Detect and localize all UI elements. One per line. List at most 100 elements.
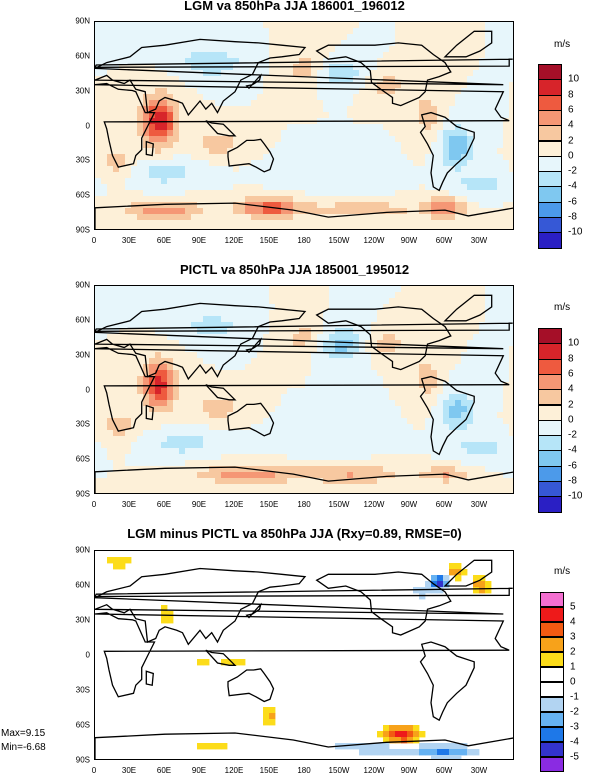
field-cell <box>347 124 354 131</box>
field-cell <box>107 472 114 479</box>
field-cell <box>365 154 372 161</box>
field-cell <box>113 460 120 467</box>
field-cell <box>413 484 420 491</box>
field-cell <box>155 22 162 29</box>
field-cell <box>365 490 372 493</box>
field-cell <box>467 190 474 197</box>
field-cell <box>257 94 264 101</box>
field-cell <box>101 400 108 407</box>
field-cell <box>497 430 504 437</box>
field-cell <box>191 142 198 149</box>
field-cell <box>425 358 432 365</box>
field-cell <box>293 358 300 365</box>
field-cell <box>503 376 510 383</box>
field-cell <box>317 340 324 347</box>
field-cell <box>359 430 366 437</box>
field-cell <box>389 46 396 53</box>
field-cell <box>101 304 108 311</box>
field-cell <box>293 436 300 443</box>
y-tick-label: 30N <box>75 86 90 96</box>
field-cell <box>197 220 204 227</box>
field-cell <box>131 442 138 449</box>
field-cell <box>221 466 228 473</box>
field-cell <box>467 388 474 395</box>
field-cell <box>305 472 312 479</box>
field-cell <box>293 100 300 107</box>
field-cell <box>137 226 144 229</box>
field-cell <box>335 478 342 485</box>
field-cell <box>119 58 126 65</box>
field-cell <box>197 106 204 113</box>
field-cell <box>455 448 462 455</box>
field-cell <box>329 394 336 401</box>
field-cell <box>353 310 360 317</box>
field-cell <box>113 394 120 401</box>
field-cell <box>401 394 408 401</box>
field-cell <box>239 406 246 413</box>
field-cell <box>269 190 276 197</box>
field-cell <box>425 466 432 473</box>
field-cell <box>155 394 162 401</box>
field-cell <box>131 40 138 47</box>
field-cell <box>131 166 138 173</box>
field-cell <box>413 340 420 347</box>
field-cell <box>329 442 336 449</box>
field-cell <box>131 214 138 221</box>
field-cell <box>443 298 450 305</box>
field-cell <box>365 40 372 47</box>
field-cell <box>155 304 162 311</box>
field-cell <box>449 454 456 461</box>
field-cell <box>491 226 498 229</box>
field-cell <box>113 190 120 197</box>
field-cell <box>239 226 246 229</box>
field-cell <box>311 364 318 371</box>
field-cell <box>467 478 474 485</box>
field-cell <box>389 310 396 317</box>
field-cell <box>407 484 414 491</box>
field-cell <box>323 160 330 167</box>
field-cell <box>443 388 450 395</box>
field-cell <box>173 316 180 323</box>
field-cell <box>467 184 474 191</box>
field-cell <box>431 478 438 485</box>
field-cell <box>287 472 294 479</box>
field-cell <box>479 334 486 341</box>
field-cell <box>347 22 354 29</box>
field-cell <box>191 76 198 83</box>
field-cell <box>149 220 156 227</box>
field-cell <box>305 142 312 149</box>
field-cell <box>311 334 318 341</box>
field-cell <box>485 106 492 113</box>
coastline <box>205 120 237 137</box>
field-cell <box>431 346 438 353</box>
field-cell <box>239 214 246 221</box>
x-tick-label: 90W <box>400 500 418 509</box>
field-cell <box>293 226 300 229</box>
field-cell <box>305 370 312 377</box>
field-cell <box>353 100 360 107</box>
field-cell <box>425 490 432 493</box>
field-cell <box>101 448 108 455</box>
field-cell <box>377 478 384 485</box>
field-cell <box>221 484 228 491</box>
field-cell <box>227 160 234 167</box>
field-cell <box>359 34 366 41</box>
field-cell <box>269 94 276 101</box>
field-cell <box>323 142 330 149</box>
field-cell <box>407 304 414 311</box>
field-cell <box>227 436 234 443</box>
field-cell <box>467 124 474 131</box>
field-cell <box>107 190 114 197</box>
field-cell <box>413 370 420 377</box>
field-cell <box>185 130 192 137</box>
field-cell <box>329 28 336 35</box>
legend-swatch <box>538 328 562 345</box>
field-cell <box>509 112 513 119</box>
field-cell <box>149 214 156 221</box>
field-cell <box>371 142 378 149</box>
field-cell <box>125 100 132 107</box>
field-cell <box>473 58 480 65</box>
field-cell <box>419 34 426 41</box>
field-cell <box>305 316 312 323</box>
field-cell <box>209 22 216 29</box>
